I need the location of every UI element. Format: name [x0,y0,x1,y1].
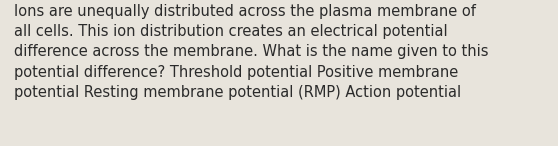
Text: Ions are unequally distributed across the plasma membrane of
all cells. This ion: Ions are unequally distributed across th… [14,4,488,100]
